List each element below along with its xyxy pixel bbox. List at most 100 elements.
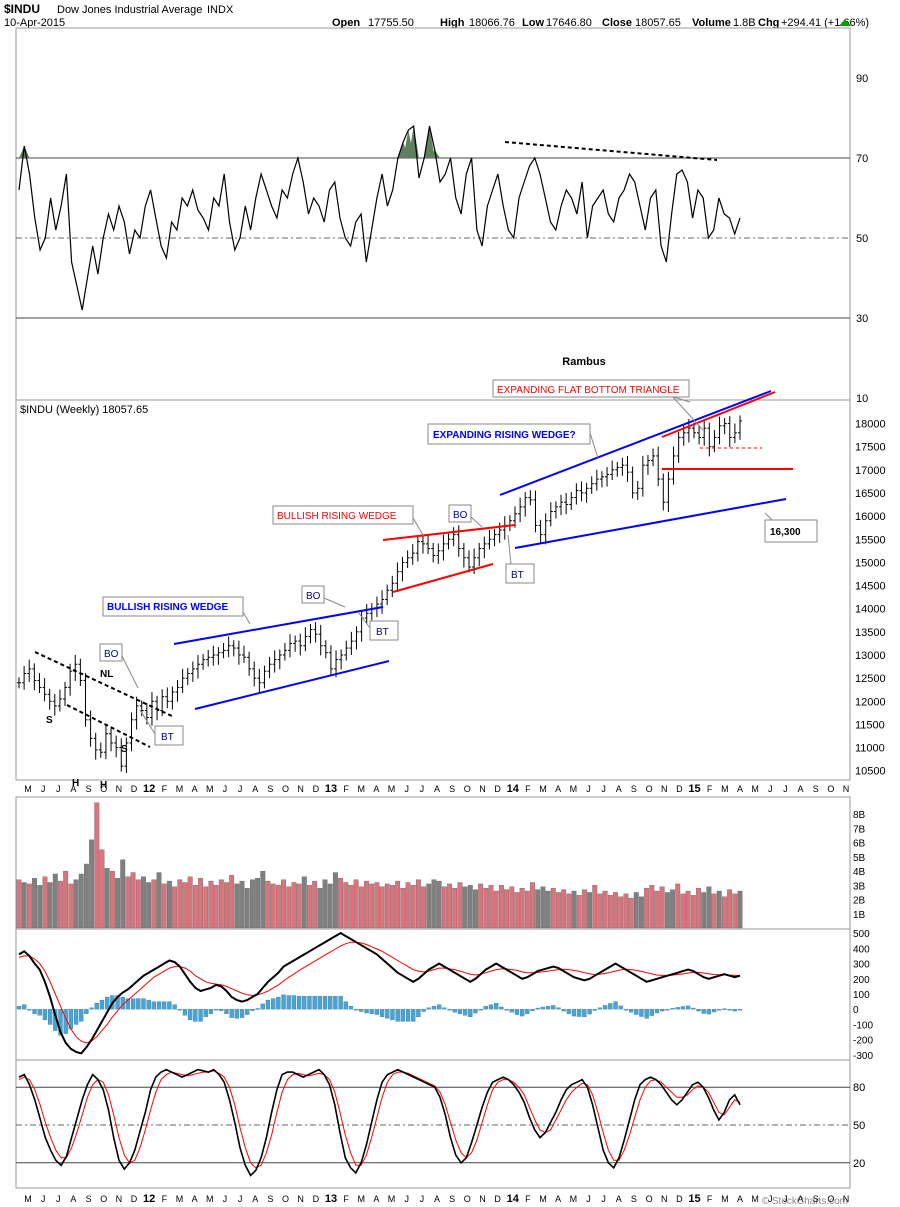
rsi-trendline	[504, 141, 718, 161]
volume-bar	[436, 880, 442, 929]
macd-tick-label: -300	[853, 1051, 873, 1062]
macd-histogram-bar	[400, 1009, 405, 1022]
label-h-2: H	[100, 780, 107, 791]
macd-histogram-bar	[706, 1009, 712, 1015]
volume-bar	[426, 883, 432, 929]
x-tick-label: J	[223, 784, 228, 794]
label-bt-3: BT	[511, 570, 524, 581]
volume-bar	[613, 892, 618, 929]
sto-tick-label: 50	[853, 1120, 865, 1132]
low-value: 17646.80	[546, 17, 592, 29]
macd-histogram-bar	[73, 1009, 79, 1025]
x-tick-label: D	[676, 1194, 683, 1204]
macd-histogram-bar	[359, 1009, 364, 1012]
volume-bar	[644, 888, 650, 929]
volume-bar	[509, 886, 515, 929]
volume-bar	[317, 888, 323, 929]
volume-bar	[32, 878, 37, 929]
volume-bar	[447, 883, 452, 929]
price-tick-label: 15000	[855, 557, 886, 569]
x-tick-label: A	[252, 1194, 258, 1204]
callout-pointer	[323, 597, 346, 608]
volume-bar	[514, 892, 520, 929]
label-h-1: H	[72, 778, 79, 789]
x-tick-label: 14	[507, 783, 520, 795]
volume-bar	[192, 885, 198, 929]
x-tick-label: J	[238, 1194, 243, 1204]
macd-histogram-bar	[172, 1004, 177, 1010]
macd-histogram-bar	[660, 1009, 665, 1012]
volume-bar	[628, 897, 634, 929]
macd-histogram-bar	[395, 1009, 400, 1022]
rsi-line	[18, 124, 741, 311]
volume-bar	[198, 878, 203, 929]
x-tick-label: M	[24, 784, 32, 794]
volume-bar	[488, 885, 494, 929]
volume-bar	[21, 882, 27, 929]
label-expanding-flat-bottom-triangle: EXPANDING FLAT BOTTOM TRIANGLE	[497, 385, 680, 396]
volume-bar	[161, 883, 167, 929]
volume-bar	[343, 882, 349, 929]
x-tick-label: F	[525, 784, 531, 794]
macd-histogram-bar	[597, 1007, 603, 1010]
macd-histogram-bar	[167, 1001, 172, 1010]
macd-histogram-bar	[675, 1007, 680, 1010]
x-tick-label: M	[751, 784, 759, 794]
x-tick-label: S	[267, 1194, 273, 1204]
volume-bar	[623, 893, 629, 929]
macd-histogram-bar	[343, 1001, 348, 1010]
volume-bar	[711, 893, 717, 929]
sto-fast-line	[18, 1068, 741, 1177]
macd-histogram-bar	[696, 1009, 701, 1012]
x-tick-label: A	[555, 1194, 561, 1204]
volume-bar	[275, 885, 281, 929]
macd-histogram-bar	[99, 999, 105, 1010]
macd-histogram-bar	[649, 1009, 654, 1016]
macd-histogram-bar	[722, 1008, 727, 1010]
macd-histogram-bar	[421, 1009, 426, 1012]
volume-bar	[115, 878, 120, 929]
volume-bar	[379, 886, 385, 929]
volume-bar	[384, 883, 390, 929]
label-s-left: S	[46, 715, 53, 726]
macd-histogram-bar	[509, 1009, 514, 1013]
macd-histogram-bar	[312, 996, 317, 1010]
macd-histogram-bar	[32, 1009, 37, 1014]
rsi-overbought-fill	[19, 146, 30, 158]
volume-bar	[478, 883, 484, 929]
volume-bar	[338, 878, 344, 929]
wedge-red-top	[382, 524, 516, 541]
macd-histogram-bar	[260, 1003, 265, 1010]
low-label: Low	[522, 17, 544, 29]
x-tick-label: F	[343, 1194, 349, 1204]
volume-bar	[722, 896, 727, 929]
macd-histogram-bar	[701, 1009, 706, 1014]
volume-bar	[291, 882, 297, 929]
label-box	[301, 585, 325, 604]
x-tick-label: A	[192, 784, 198, 794]
x-tick-label: A	[373, 1194, 379, 1204]
macd-histogram-bar	[488, 1004, 494, 1010]
volume-bar	[452, 888, 458, 929]
x-tick-label: F	[707, 1194, 713, 1204]
macd-histogram-bar	[354, 1009, 359, 1011]
callout-pointer	[589, 432, 599, 459]
x-tick-label: O	[100, 784, 107, 794]
x-tick-label: 13	[325, 783, 337, 795]
macd-histogram-bar	[613, 1001, 618, 1010]
volume-bar	[696, 888, 701, 929]
volume-tick-label: 8B	[853, 810, 866, 821]
x-tick-label: J	[768, 1194, 773, 1204]
macd-histogram-bar	[737, 1009, 743, 1011]
volume-bar	[431, 879, 437, 929]
volume-bar	[566, 893, 572, 929]
macd-histogram-bar	[348, 1006, 354, 1010]
macd-histogram-bar	[37, 1009, 42, 1016]
x-tick-label: S	[267, 784, 273, 794]
label-bullish-rising-wedge-red: BULLISH RISING WEDGE	[277, 511, 397, 522]
up-arrow-icon	[839, 19, 851, 26]
x-tick-label: S	[449, 1194, 455, 1204]
macd-histogram-bar	[561, 1009, 566, 1012]
open-label: Open	[332, 17, 360, 29]
volume-bar	[545, 890, 551, 929]
